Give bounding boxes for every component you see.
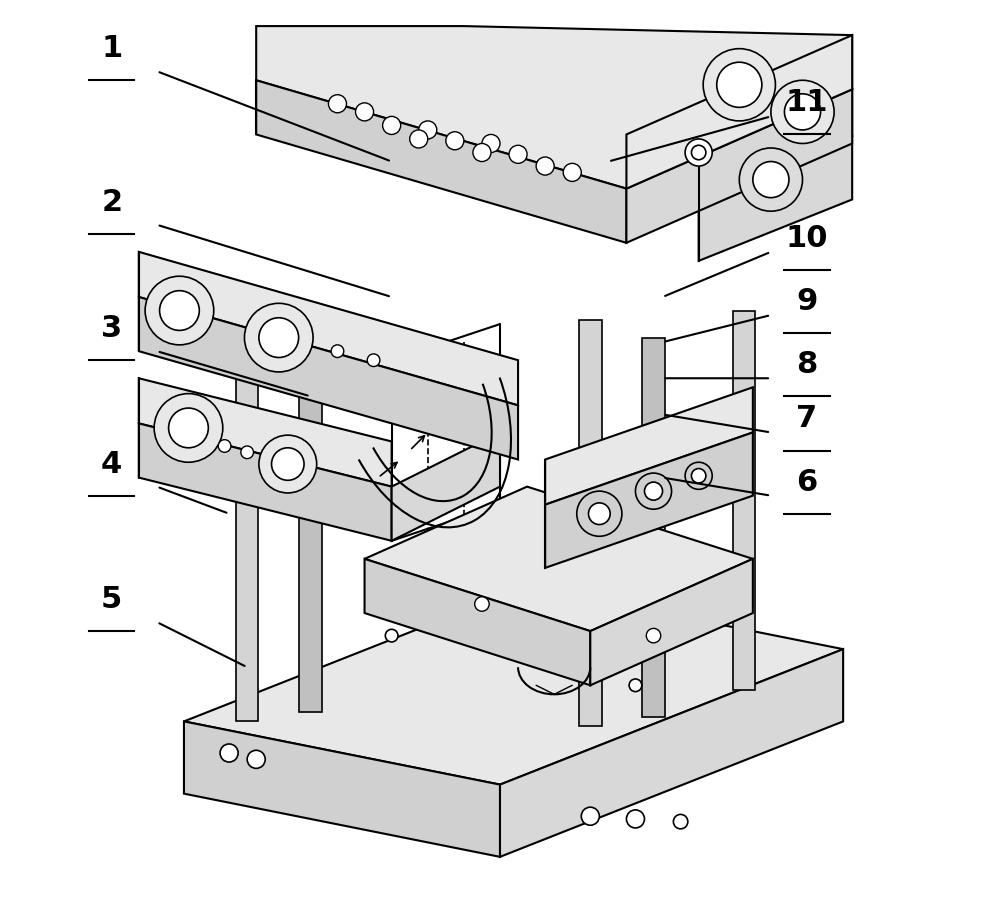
Circle shape: [244, 304, 313, 373]
Polygon shape: [626, 36, 852, 189]
Circle shape: [419, 122, 437, 140]
Polygon shape: [184, 586, 843, 785]
Circle shape: [328, 96, 346, 114]
Circle shape: [509, 146, 527, 164]
Circle shape: [241, 446, 253, 459]
Polygon shape: [392, 433, 500, 541]
Text: 10: 10: [786, 224, 828, 253]
Circle shape: [145, 277, 214, 345]
Polygon shape: [590, 559, 753, 686]
Circle shape: [784, 95, 821, 131]
Polygon shape: [545, 433, 753, 568]
Polygon shape: [626, 90, 852, 244]
Circle shape: [446, 133, 464, 151]
Text: 8: 8: [796, 350, 818, 379]
Polygon shape: [256, 81, 626, 244]
Circle shape: [154, 394, 223, 463]
Text: 3: 3: [101, 314, 122, 343]
Circle shape: [383, 117, 401, 135]
Polygon shape: [365, 559, 590, 686]
Polygon shape: [699, 137, 852, 262]
Polygon shape: [545, 388, 753, 505]
Circle shape: [331, 345, 344, 358]
Text: 2: 2: [101, 188, 122, 216]
Circle shape: [563, 164, 581, 182]
Circle shape: [739, 149, 803, 212]
Polygon shape: [139, 424, 392, 541]
Circle shape: [685, 140, 712, 167]
Polygon shape: [139, 253, 518, 406]
Circle shape: [475, 597, 489, 612]
Circle shape: [581, 807, 599, 825]
Circle shape: [691, 469, 706, 483]
Polygon shape: [139, 298, 518, 460]
Circle shape: [169, 409, 208, 448]
Circle shape: [644, 483, 663, 501]
Polygon shape: [256, 27, 852, 189]
Circle shape: [160, 291, 199, 331]
Circle shape: [272, 448, 304, 481]
Polygon shape: [579, 320, 602, 726]
Circle shape: [482, 135, 500, 153]
Circle shape: [635, 474, 672, 510]
Circle shape: [247, 750, 265, 769]
Circle shape: [673, 815, 688, 829]
Polygon shape: [299, 343, 322, 713]
Circle shape: [259, 318, 299, 358]
Polygon shape: [236, 316, 258, 722]
Circle shape: [367, 354, 380, 367]
Polygon shape: [184, 722, 500, 857]
Circle shape: [536, 158, 554, 176]
Polygon shape: [139, 379, 392, 487]
Circle shape: [220, 744, 238, 762]
Polygon shape: [699, 90, 852, 198]
Circle shape: [717, 63, 762, 108]
Circle shape: [771, 81, 834, 144]
Circle shape: [626, 810, 644, 828]
Circle shape: [577, 492, 622, 537]
Circle shape: [691, 146, 706, 161]
Circle shape: [259, 436, 317, 493]
Text: 7: 7: [796, 404, 818, 433]
Polygon shape: [733, 311, 755, 690]
Circle shape: [685, 463, 712, 490]
Text: 6: 6: [796, 467, 818, 496]
Text: 9: 9: [796, 287, 818, 316]
Text: 1: 1: [101, 34, 122, 63]
Text: 4: 4: [101, 449, 122, 478]
Polygon shape: [500, 649, 843, 857]
Circle shape: [385, 630, 398, 642]
Circle shape: [410, 131, 428, 149]
Text: 5: 5: [101, 584, 122, 613]
Circle shape: [703, 50, 775, 122]
Polygon shape: [365, 487, 753, 631]
Circle shape: [753, 162, 789, 198]
Circle shape: [629, 679, 642, 692]
Text: 11: 11: [786, 88, 828, 117]
Polygon shape: [642, 338, 665, 717]
Circle shape: [473, 144, 491, 162]
Circle shape: [646, 629, 661, 643]
Circle shape: [218, 440, 231, 453]
Circle shape: [588, 503, 610, 525]
Circle shape: [356, 104, 374, 122]
